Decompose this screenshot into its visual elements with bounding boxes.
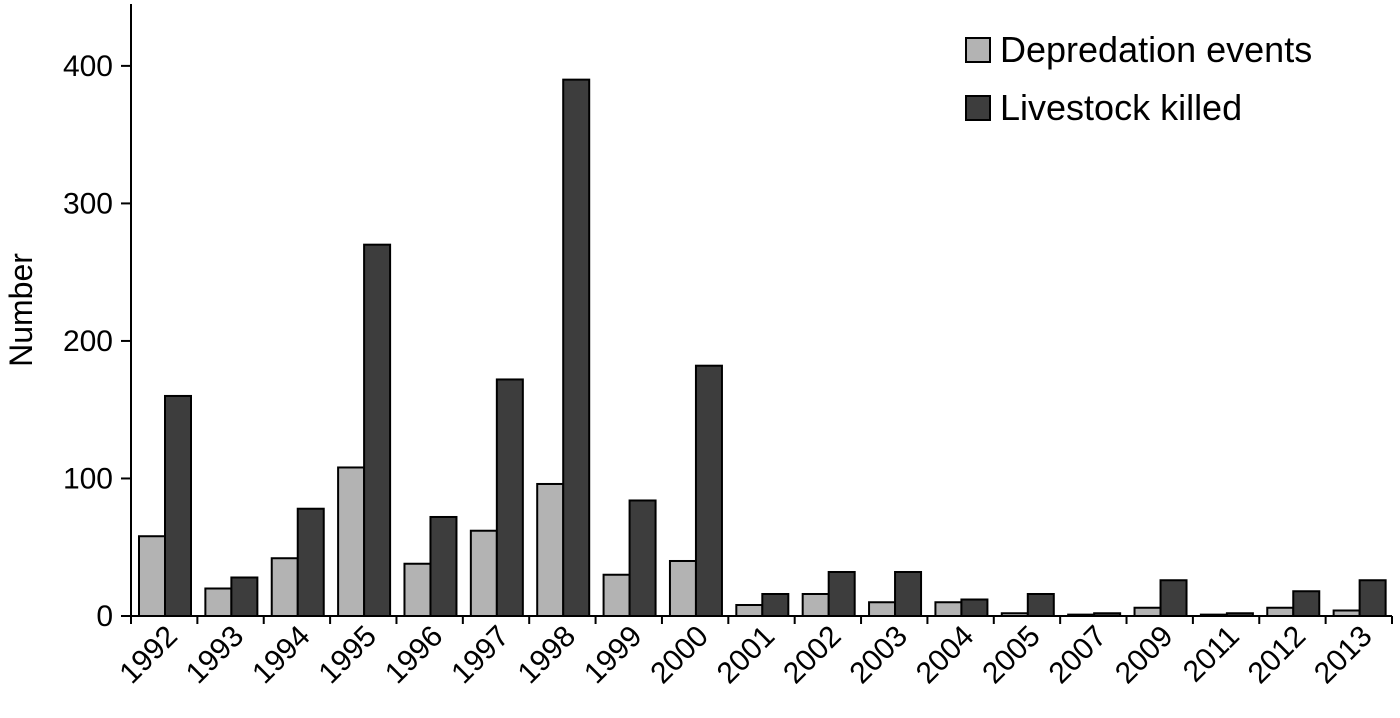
x-tick-label: 2012 (1242, 620, 1313, 691)
bar-livestock-killed-2003 (894, 570, 923, 618)
x-tick-label: 2007 (1043, 620, 1114, 691)
bar-depredation-events-2012 (1266, 606, 1295, 617)
bar-depredation-events-1992 (138, 535, 166, 617)
bar-depredation-events-1999 (602, 573, 631, 618)
x-tick-label: 1998 (512, 620, 583, 691)
x-tick-label: 1999 (578, 620, 649, 691)
legend-label: Depredation events (1000, 29, 1312, 70)
bar-livestock-killed-1992 (164, 394, 192, 617)
x-tick-label: 2011 (1177, 620, 1246, 689)
x-tick-label: 1994 (246, 620, 317, 691)
bar-livestock-killed-1996 (429, 515, 458, 618)
bar-livestock-killed-2000 (694, 364, 723, 617)
bar-livestock-killed-1999 (628, 499, 657, 618)
y-axis-ticks: 0 100 200 300 400 (63, 50, 131, 633)
bar-depredation-events-2001 (735, 603, 764, 617)
y-tick-label: 300 (63, 187, 113, 220)
bar-livestock-killed-2004 (960, 598, 989, 618)
x-tick-label: 1993 (180, 620, 251, 691)
x-tick-label: 2001 (711, 620, 782, 691)
bar-depredation-events-2002 (801, 592, 830, 617)
bar-depredation-events-1996 (403, 562, 432, 617)
legend: Depredation events Livestock killed (965, 29, 1312, 128)
legend-label: Livestock killed (1000, 87, 1242, 128)
bar-depredation-events-1995 (337, 466, 366, 617)
x-tick-label: 1995 (313, 620, 384, 691)
x-tick-label: 2003 (843, 620, 914, 691)
bar-livestock-killed-2002 (827, 570, 856, 618)
bar-livestock-killed-2005 (1026, 592, 1055, 617)
x-axis-tick-labels: 1992199319941995199619971998199920002001… (113, 616, 1393, 691)
x-tick-label: 1997 (445, 620, 516, 691)
bar-livestock-killed-1995 (363, 243, 392, 617)
y-tick-label: 400 (63, 50, 113, 83)
x-tick-label: 1996 (379, 620, 450, 691)
legend-swatch-depredation-events (965, 37, 991, 63)
bar-depredation-events-2009 (1133, 606, 1162, 617)
y-tick-label: 200 (63, 325, 113, 358)
x-tick-label: 2000 (644, 620, 715, 691)
y-tick-label: 0 (96, 600, 113, 633)
bars-group (138, 78, 1387, 618)
x-tick-label: 2009 (1109, 620, 1180, 691)
bar-livestock-killed-2009 (1159, 579, 1188, 617)
bar-depredation-events-1998 (536, 482, 565, 617)
bar-depredation-events-2003 (868, 601, 897, 618)
bar-depredation-events-2000 (668, 559, 697, 618)
bar-depredation-events-1993 (204, 587, 233, 618)
y-axis-label: Number (3, 253, 39, 367)
x-tick-label: 2005 (976, 620, 1047, 691)
legend-swatch-livestock-killed (965, 95, 991, 121)
bar-livestock-killed-1994 (296, 507, 325, 617)
bar-depredation-events-2004 (934, 601, 963, 618)
bar-livestock-killed-2012 (1292, 590, 1321, 617)
x-tick-label: 2013 (1308, 620, 1379, 691)
y-tick-label: 100 (63, 462, 113, 495)
x-tick-label: 1992 (113, 620, 184, 691)
x-tick-label: 2004 (910, 620, 981, 691)
bar-livestock-killed-1997 (495, 378, 524, 617)
x-tick-label: 2002 (777, 620, 848, 691)
bar-livestock-killed-1993 (230, 576, 259, 617)
bar-depredation-events-1994 (270, 557, 299, 618)
bar-livestock-killed-2001 (761, 592, 790, 617)
bar-depredation-events-1997 (469, 529, 498, 618)
bar-livestock-killed-2013 (1358, 579, 1387, 617)
bar-livestock-killed-1998 (562, 78, 591, 618)
